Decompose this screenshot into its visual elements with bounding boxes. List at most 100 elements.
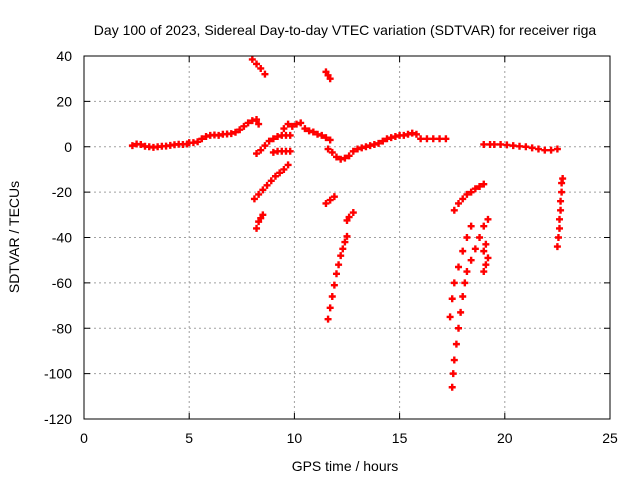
data-point <box>459 195 467 203</box>
data-point <box>255 120 263 128</box>
data-point <box>328 148 336 156</box>
data-point <box>471 245 479 253</box>
y-tick-label: -20 <box>52 184 72 200</box>
data-point <box>137 140 145 148</box>
data-point <box>450 206 458 214</box>
data-point <box>345 152 353 160</box>
data-points <box>128 55 567 391</box>
data-point <box>280 165 288 173</box>
data-point <box>349 147 357 155</box>
data-point <box>286 131 294 139</box>
data-point <box>553 145 561 153</box>
data-point <box>259 211 267 219</box>
data-point <box>448 295 456 303</box>
data-point <box>490 140 498 148</box>
data-point <box>480 180 488 188</box>
data-point <box>482 240 490 248</box>
data-point <box>459 292 467 300</box>
y-tick-label: -40 <box>52 230 72 246</box>
data-point <box>330 281 338 289</box>
data-point <box>345 213 353 221</box>
data-point <box>271 172 279 180</box>
data-point <box>318 131 326 139</box>
data-point <box>446 313 454 321</box>
data-point <box>457 308 465 316</box>
data-point <box>349 209 357 217</box>
x-axis-title: GPS time / hours <box>292 458 399 474</box>
data-point <box>442 135 450 143</box>
y-axis-ticks: -120 -100 -80 -60 -40 -20 0 20 40 <box>44 48 610 427</box>
x-tick-label: 15 <box>392 430 408 446</box>
data-point <box>322 199 330 207</box>
y-axis-title: SDTVAR / TECUs <box>6 181 22 293</box>
y-tick-label: 0 <box>64 139 72 155</box>
data-point <box>455 324 463 332</box>
data-point <box>253 60 261 68</box>
data-point <box>297 119 305 127</box>
data-point <box>286 147 294 155</box>
data-point <box>257 64 265 72</box>
data-point <box>326 304 334 312</box>
data-point <box>480 247 488 255</box>
data-point <box>461 279 469 287</box>
y-tick-label: -120 <box>44 411 72 427</box>
data-point <box>250 195 258 203</box>
data-point <box>335 261 343 269</box>
grid-lines <box>84 56 610 419</box>
data-point <box>341 154 349 162</box>
data-point <box>463 268 471 276</box>
data-point <box>269 135 277 143</box>
data-point <box>516 142 524 150</box>
data-point <box>556 215 564 223</box>
data-point <box>471 185 479 193</box>
data-point <box>261 142 269 150</box>
data-point <box>328 292 336 300</box>
data-point <box>244 119 252 127</box>
chart-title: Day 100 of 2023, Sidereal Day-to-day VTE… <box>94 22 597 38</box>
data-point <box>463 190 471 198</box>
data-point <box>484 215 492 223</box>
data-point <box>480 222 488 230</box>
data-point <box>341 238 349 246</box>
data-point <box>257 146 265 154</box>
data-point <box>503 141 511 149</box>
data-point <box>482 261 490 269</box>
data-point <box>558 188 566 196</box>
data-point <box>452 340 460 348</box>
x-tick-label: 20 <box>497 430 513 446</box>
data-point <box>528 144 536 152</box>
data-point <box>326 136 334 144</box>
data-point <box>301 125 309 133</box>
data-point <box>309 128 317 136</box>
data-point <box>423 135 431 143</box>
data-point <box>236 126 244 134</box>
data-point <box>455 199 463 207</box>
data-point <box>284 161 292 169</box>
data-point <box>476 234 484 241</box>
data-point <box>436 135 444 143</box>
data-point <box>253 150 261 158</box>
data-point <box>248 55 256 63</box>
data-point <box>547 146 555 154</box>
data-point <box>459 247 467 255</box>
data-point <box>463 234 471 241</box>
data-point <box>194 138 202 146</box>
data-point <box>324 145 332 153</box>
data-point <box>554 234 562 241</box>
data-point <box>480 140 488 148</box>
data-point <box>522 143 530 151</box>
data-point <box>322 134 330 142</box>
data-point <box>484 254 492 262</box>
data-point <box>541 146 549 154</box>
y-tick-label: 40 <box>56 48 72 64</box>
data-point <box>343 232 351 240</box>
data-point <box>332 153 340 161</box>
data-point <box>330 193 338 201</box>
data-point <box>455 263 463 271</box>
data-point <box>337 252 345 260</box>
data-point <box>467 188 475 196</box>
data-point <box>261 70 269 78</box>
data-point <box>375 139 383 147</box>
data-point <box>326 196 334 204</box>
